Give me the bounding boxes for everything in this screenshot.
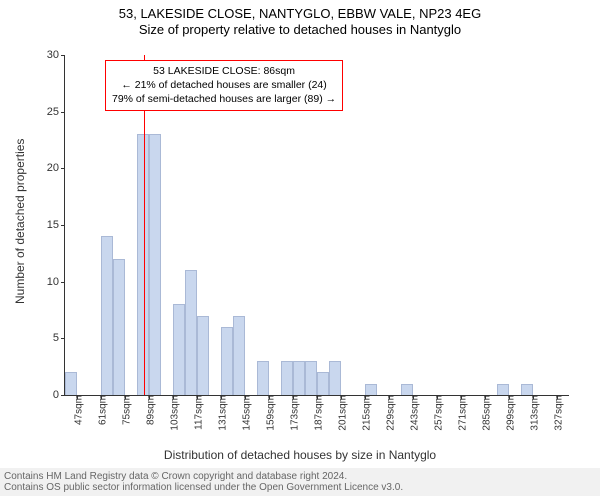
x-tick-label: 201sqm bbox=[334, 395, 349, 431]
histogram-bar bbox=[185, 270, 197, 395]
x-tick-label: 117sqm bbox=[190, 395, 205, 430]
histogram-bar bbox=[233, 316, 245, 395]
x-tick-label: 159sqm bbox=[262, 395, 277, 431]
y-tick-mark bbox=[61, 395, 65, 396]
x-tick-label: 75sqm bbox=[118, 395, 133, 425]
y-tick-mark bbox=[61, 225, 65, 226]
x-tick-label: 47sqm bbox=[70, 395, 85, 425]
x-tick-label: 215sqm bbox=[358, 395, 373, 431]
x-tick-label: 61sqm bbox=[94, 395, 109, 425]
histogram-bar bbox=[317, 372, 329, 395]
x-tick-label: 103sqm bbox=[166, 395, 181, 431]
annotation-line: 53 LAKESIDE CLOSE: 86sqm bbox=[112, 64, 336, 78]
footer-attribution: Contains HM Land Registry data © Crown c… bbox=[0, 468, 600, 496]
y-tick-mark bbox=[61, 168, 65, 169]
histogram-bar bbox=[221, 327, 233, 395]
y-tick-mark bbox=[61, 338, 65, 339]
property-annotation: 53 LAKESIDE CLOSE: 86sqm← 21% of detache… bbox=[105, 60, 343, 111]
x-tick-label: 145sqm bbox=[238, 395, 253, 431]
footer-line-2: Contains OS public sector information li… bbox=[4, 482, 596, 493]
histogram-bar bbox=[293, 361, 305, 395]
x-tick-label: 131sqm bbox=[214, 395, 229, 431]
y-tick-mark bbox=[61, 112, 65, 113]
x-tick-label: 299sqm bbox=[502, 395, 517, 431]
histogram-bar bbox=[521, 384, 533, 395]
x-tick-label: 229sqm bbox=[382, 395, 397, 431]
y-tick-mark bbox=[61, 282, 65, 283]
histogram-bar bbox=[329, 361, 341, 395]
x-tick-label: 257sqm bbox=[430, 395, 445, 431]
histogram-bar bbox=[497, 384, 509, 395]
x-tick-label: 313sqm bbox=[526, 395, 541, 431]
histogram-bar bbox=[365, 384, 377, 395]
chart-plot-area: 05101520253047sqm61sqm75sqm89sqm103sqm11… bbox=[64, 55, 569, 396]
histogram-bar bbox=[257, 361, 269, 395]
histogram-bar bbox=[173, 304, 185, 395]
histogram-bar bbox=[65, 372, 77, 395]
x-tick-label: 89sqm bbox=[142, 395, 157, 425]
histogram-bar bbox=[305, 361, 317, 395]
x-axis-label: Distribution of detached houses by size … bbox=[0, 448, 600, 462]
annotation-line: ← 21% of detached houses are smaller (24… bbox=[112, 78, 336, 92]
x-tick-label: 327sqm bbox=[550, 395, 565, 431]
title-line-1: 53, LAKESIDE CLOSE, NANTYGLO, EBBW VALE,… bbox=[0, 6, 600, 21]
histogram-bar bbox=[101, 236, 113, 395]
histogram-bar bbox=[281, 361, 293, 395]
histogram-bar bbox=[149, 134, 161, 395]
x-tick-label: 173sqm bbox=[286, 395, 301, 431]
title-line-2: Size of property relative to detached ho… bbox=[0, 22, 600, 37]
y-tick-mark bbox=[61, 55, 65, 56]
y-axis-label: Number of detached properties bbox=[13, 144, 27, 304]
x-tick-label: 187sqm bbox=[310, 395, 325, 431]
x-tick-label: 243sqm bbox=[406, 395, 421, 431]
footer-line-1: Contains HM Land Registry data © Crown c… bbox=[4, 471, 596, 482]
x-tick-label: 285sqm bbox=[478, 395, 493, 431]
annotation-line: 79% of semi-detached houses are larger (… bbox=[112, 92, 336, 106]
x-tick-label: 271sqm bbox=[454, 395, 469, 431]
histogram-bar bbox=[197, 316, 209, 395]
histogram-bar bbox=[401, 384, 413, 395]
histogram-bar bbox=[113, 259, 125, 395]
